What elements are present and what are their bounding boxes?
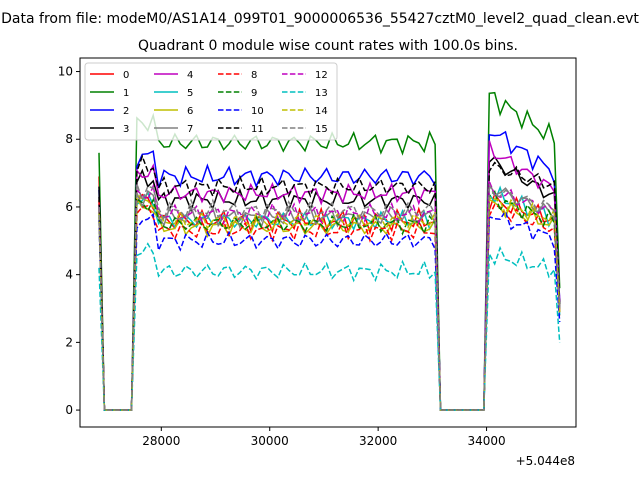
series-line-11 — [98, 154, 561, 411]
legend-label: 4 — [187, 70, 193, 81]
legend-label: 7 — [187, 124, 193, 135]
series-line-9 — [98, 190, 561, 411]
series-layer — [98, 91, 561, 411]
y-tick-label: 10 — [58, 65, 73, 79]
x-tick-label: 28000 — [142, 434, 180, 448]
chart-title: Quadrant 0 module wise count rates with … — [138, 38, 518, 54]
series-line-15 — [98, 183, 561, 411]
x-offset-label: +5.044e8 — [516, 454, 575, 468]
series-line-8 — [98, 200, 561, 411]
legend-label: 8 — [251, 70, 257, 81]
series-line-10 — [98, 209, 561, 411]
series-line-6 — [98, 196, 561, 411]
figure-suptitle: Data from file: modeM0/AS1A14_099T01_900… — [1, 11, 639, 27]
legend-label: 11 — [251, 124, 264, 135]
legend-label: 0 — [123, 70, 129, 81]
legend-label: 15 — [315, 124, 328, 135]
legend-label: 13 — [315, 88, 328, 99]
x-axis: 28000 30000 32000 34000 — [142, 427, 506, 448]
legend-label: 10 — [251, 106, 264, 117]
y-tick-label: 8 — [65, 132, 73, 146]
y-tick-label: 2 — [65, 335, 73, 349]
x-tick-label: 32000 — [359, 434, 397, 448]
y-tick-label: 0 — [65, 403, 73, 417]
legend-label: 3 — [123, 124, 129, 135]
legend-label: 12 — [315, 70, 328, 81]
series-line-4 — [98, 140, 561, 411]
legend-box — [84, 62, 338, 141]
y-tick-label: 4 — [65, 268, 73, 282]
legend-label: 1 — [123, 88, 129, 99]
legend-label: 14 — [315, 106, 328, 117]
legend-label: 2 — [123, 106, 129, 117]
series-line-14 — [98, 192, 561, 411]
legend-label: 5 — [187, 88, 193, 99]
y-tick-label: 6 — [65, 200, 73, 214]
legend-label: 9 — [251, 88, 257, 99]
plot-area — [79, 57, 577, 428]
x-tick-label: 30000 — [251, 434, 289, 448]
legend-label: 6 — [187, 106, 193, 117]
series-line-12 — [98, 181, 561, 411]
y-axis: 0 2 4 6 8 10 — [58, 65, 80, 417]
axes-frame — [79, 57, 577, 428]
series-line-13 — [98, 242, 561, 411]
x-tick-label: 34000 — [467, 434, 505, 448]
